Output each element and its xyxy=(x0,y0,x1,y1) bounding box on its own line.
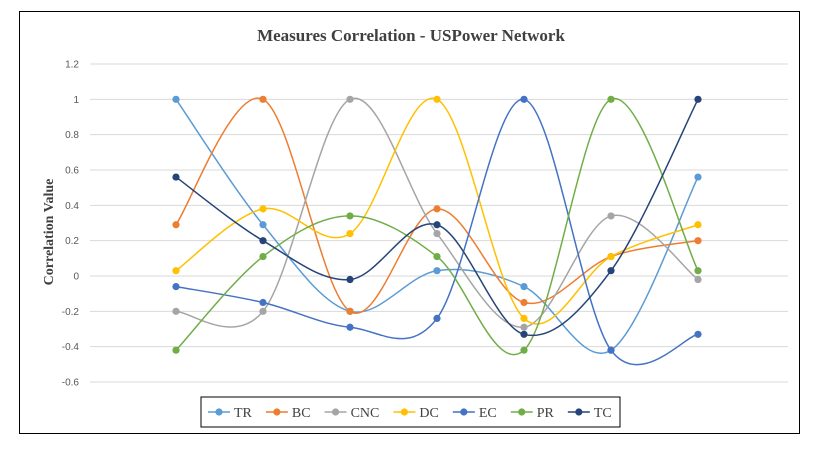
legend-item-pr: PR xyxy=(510,406,555,421)
legend-marker-dc xyxy=(400,408,408,416)
legend-marker-tc xyxy=(575,408,583,416)
y-tick-label: 1.2 xyxy=(65,60,79,71)
y-tick-label: 0.2 xyxy=(65,236,79,247)
legend-item-tr: TR xyxy=(208,406,253,421)
data-point-tc xyxy=(346,275,354,284)
y-axis-label: Correlation Value xyxy=(42,179,57,286)
data-point-dc xyxy=(172,267,180,275)
legend-item-dc: DC xyxy=(393,406,439,421)
data-point-tc xyxy=(520,330,528,338)
data-point-ec xyxy=(259,298,267,307)
data-point-bc xyxy=(172,221,180,229)
data-point-dc xyxy=(607,252,615,261)
legend-label-tr: TR xyxy=(234,406,253,421)
data-point-ec xyxy=(520,95,528,103)
data-point-pr xyxy=(259,252,267,261)
legend-marker-ec xyxy=(460,408,468,416)
data-point-dc xyxy=(346,230,354,238)
data-point-cnc xyxy=(694,275,702,284)
data-point-ec xyxy=(433,314,441,322)
y-tick-label: 0.8 xyxy=(65,130,79,141)
data-point-pr xyxy=(172,346,180,354)
data-point-dc xyxy=(433,95,441,103)
legend-item-cnc: CNC xyxy=(324,406,380,421)
legend-label-tc: TC xyxy=(594,406,612,421)
legend-item-tc: TC xyxy=(567,406,612,421)
y-tick-label: 0.6 xyxy=(65,166,79,177)
data-point-ec xyxy=(694,330,702,338)
legend-marker-cnc xyxy=(331,408,340,416)
data-point-ec xyxy=(346,323,354,331)
data-point-cnc xyxy=(433,230,441,238)
data-point-cnc xyxy=(607,212,615,220)
legend-marker-pr xyxy=(518,408,526,416)
legend-label-cnc: CNC xyxy=(351,406,380,421)
legend-label-bc: BC xyxy=(292,406,311,421)
y-tick-label: 0 xyxy=(73,272,79,283)
data-point-ec xyxy=(172,283,180,291)
chart-title: Measures Correlation - USPower Network xyxy=(257,26,565,45)
data-point-tc xyxy=(433,221,441,229)
data-point-dc xyxy=(520,314,528,322)
y-tick-label: 1 xyxy=(73,95,79,106)
data-point-bc xyxy=(433,205,441,213)
gridlines xyxy=(90,63,788,383)
data-point-tr xyxy=(694,173,702,181)
y-tick-label: -0.6 xyxy=(62,378,80,389)
legend: TR BC CNC DC EC PR TC xyxy=(208,406,612,421)
legend-label-dc: DC xyxy=(419,406,438,421)
data-point-tr xyxy=(520,283,528,291)
data-point-ec xyxy=(607,346,615,354)
data-point-cnc xyxy=(172,307,180,315)
data-point-dc xyxy=(259,205,267,213)
data-point-dc xyxy=(694,221,702,229)
data-point-pr xyxy=(607,95,615,103)
series-markers xyxy=(172,95,702,354)
y-tick-label: -0.4 xyxy=(62,342,80,353)
y-tick-label: 0.4 xyxy=(65,201,79,212)
data-point-tr xyxy=(259,221,267,229)
data-point-tc xyxy=(259,237,267,245)
data-point-bc xyxy=(520,298,528,307)
legend-marker-tr xyxy=(215,408,223,416)
data-point-bc xyxy=(694,237,702,245)
y-tick-labels: 1.2 1 0.8 0.6 0.4 0.2 0 -0.2 -0.4 -0.6 xyxy=(62,60,80,389)
legend-label-ec: EC xyxy=(479,406,497,421)
data-point-tc xyxy=(694,95,702,103)
data-point-pr xyxy=(694,267,702,275)
data-point-pr xyxy=(520,346,528,354)
data-point-cnc xyxy=(259,307,267,315)
legend-item-bc: BC xyxy=(265,406,311,421)
data-point-cnc xyxy=(520,323,528,331)
data-point-tr xyxy=(172,95,180,103)
data-point-pr xyxy=(346,212,354,220)
chart-svg: Measures Correlation - USPower Network C… xyxy=(42,26,788,428)
legend-marker-bc xyxy=(273,408,281,416)
legend-label-pr: PR xyxy=(537,406,555,421)
y-tick-label: -0.2 xyxy=(62,307,80,318)
chart-frame: Measures Correlation - USPower Network C… xyxy=(19,11,800,434)
data-point-pr xyxy=(433,252,441,261)
legend-item-ec: EC xyxy=(452,406,497,421)
data-point-cnc xyxy=(346,95,354,103)
data-point-bc xyxy=(259,95,267,103)
data-point-bc xyxy=(346,307,354,315)
data-point-tc xyxy=(607,267,615,275)
data-point-tc xyxy=(172,173,180,181)
data-point-tr xyxy=(433,267,441,275)
